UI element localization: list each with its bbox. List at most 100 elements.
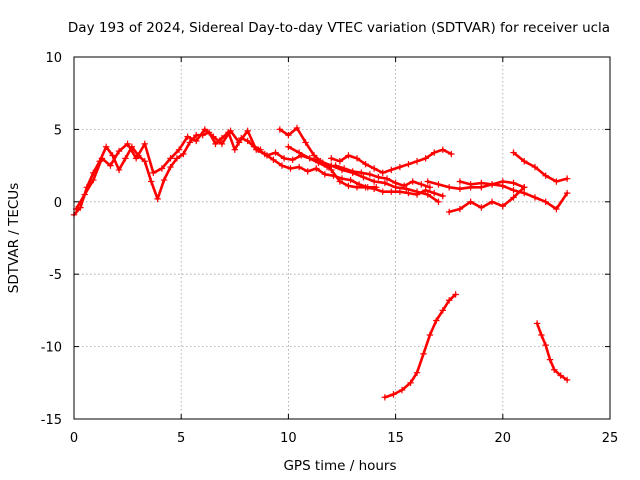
data-point	[349, 169, 356, 177]
y-axis-label: SDTVAR / TECUs	[6, 183, 22, 293]
data-point	[90, 176, 97, 184]
data-point	[347, 176, 354, 184]
data-point	[231, 146, 238, 153]
data-point	[193, 137, 200, 145]
data-point	[362, 160, 369, 168]
data-point	[403, 185, 410, 192]
data-point	[439, 146, 446, 153]
data-point	[150, 169, 157, 177]
data-point	[413, 158, 421, 165]
series-track-1	[72, 131, 262, 217]
data-point	[446, 184, 453, 191]
data-point	[212, 140, 219, 148]
data-point	[531, 194, 539, 201]
data-point	[167, 155, 174, 162]
data-point	[278, 162, 286, 169]
data-point	[244, 137, 251, 145]
data-point	[201, 126, 208, 133]
plot-frame	[73, 56, 611, 420]
data-point	[542, 341, 549, 349]
x-tick-label: 10	[280, 431, 297, 446]
data-point	[563, 189, 571, 197]
data-point	[321, 171, 329, 178]
data-point	[81, 191, 88, 198]
y-tick-label: 10	[45, 51, 62, 66]
data-point	[456, 178, 464, 185]
data-point	[218, 134, 226, 142]
x-tick-label: 20	[495, 431, 512, 446]
data-point	[388, 166, 395, 174]
y-tick-label: -10	[41, 341, 62, 356]
data-point	[531, 163, 539, 171]
x-tick-label: 0	[70, 431, 78, 446]
data-point	[180, 150, 187, 158]
data-point	[383, 175, 391, 182]
data-point	[424, 178, 431, 185]
data-point	[499, 202, 506, 210]
data-point	[370, 178, 378, 185]
data-point	[184, 133, 191, 140]
data-point	[553, 205, 560, 213]
data-point	[218, 140, 226, 148]
y-tick-label: 0	[54, 196, 62, 211]
data-point	[345, 152, 352, 159]
data-point	[109, 152, 116, 159]
data-point	[510, 179, 517, 187]
data-point	[521, 189, 528, 197]
data-point	[186, 139, 193, 146]
data-point	[533, 320, 541, 327]
axis-ticks: 0 5 10 15 20 25 -15 -10 -5 0 5 10	[41, 51, 619, 446]
data-point	[98, 155, 106, 162]
data-point	[147, 178, 155, 185]
data-point	[304, 168, 311, 175]
data-point	[563, 175, 571, 182]
y-tick-label: -5	[49, 268, 62, 283]
data-point	[433, 317, 440, 324]
data-point	[422, 187, 429, 194]
data-point	[317, 158, 324, 165]
data-point	[478, 204, 485, 211]
data-point	[488, 198, 496, 205]
data-point	[478, 179, 485, 187]
data-point	[255, 146, 262, 153]
data-point	[446, 208, 453, 216]
data-point	[235, 139, 243, 146]
data-point	[446, 297, 453, 304]
data-point	[362, 184, 369, 191]
data-point	[379, 169, 386, 177]
series-track-10	[512, 151, 569, 183]
grid	[74, 57, 610, 419]
data-point	[295, 149, 303, 156]
data-point	[390, 391, 397, 398]
data-point	[270, 156, 277, 164]
data-point	[287, 165, 294, 172]
data-point	[456, 205, 464, 213]
data-point	[107, 162, 114, 169]
data-point	[426, 184, 434, 191]
y-tick-label: -15	[41, 413, 62, 428]
data-point	[167, 163, 174, 171]
data-point	[302, 139, 309, 146]
data-point	[280, 155, 288, 162]
data-point	[210, 133, 217, 140]
data-point	[328, 155, 335, 162]
data-point	[510, 194, 517, 201]
data-point	[285, 143, 292, 150]
data-point	[396, 163, 404, 171]
data-point	[285, 131, 292, 139]
data-point	[370, 165, 378, 172]
data-point	[542, 172, 549, 179]
data-point	[435, 198, 442, 205]
data-point	[115, 166, 123, 174]
data-point	[430, 149, 438, 156]
data-point	[499, 178, 506, 185]
data-point	[538, 331, 545, 339]
data-point	[102, 143, 110, 150]
data-point	[175, 146, 183, 153]
data-point	[435, 181, 442, 188]
data-point	[289, 156, 296, 164]
data-point	[467, 198, 474, 205]
data-point	[122, 155, 129, 162]
data-point	[420, 350, 427, 358]
data-point	[370, 185, 378, 192]
